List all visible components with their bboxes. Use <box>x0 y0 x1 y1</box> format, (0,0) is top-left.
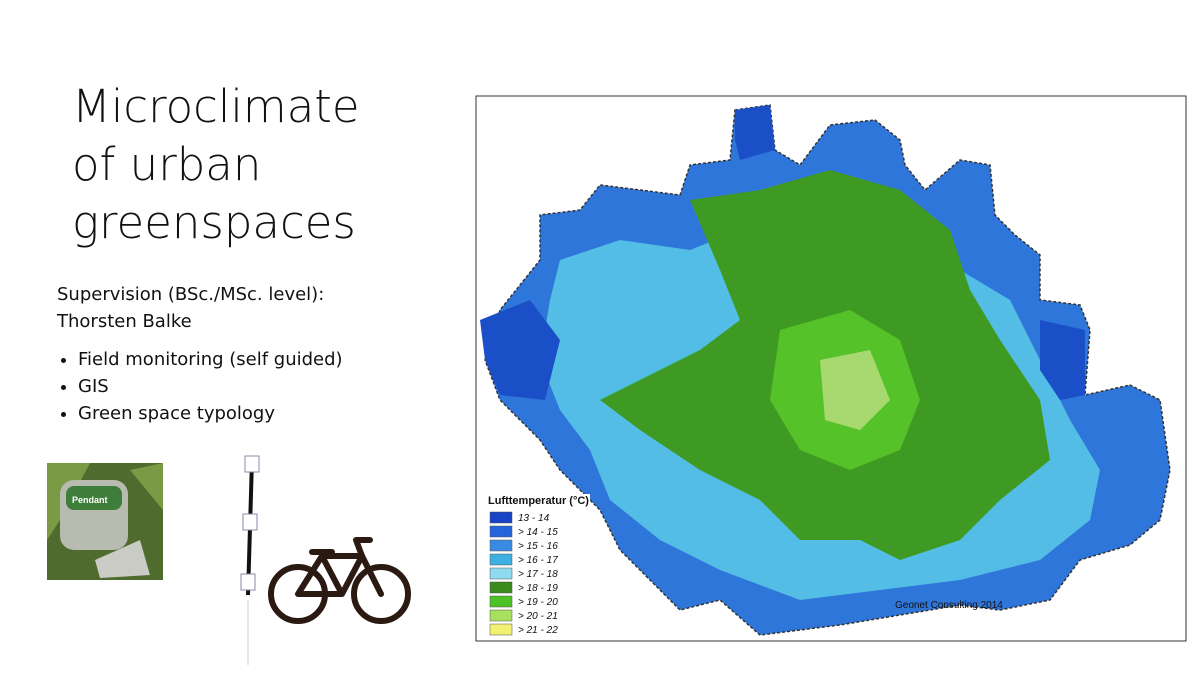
bike-illustration <box>240 455 411 665</box>
legend-label: > 17 - 18 <box>518 569 558 580</box>
legend-swatch <box>489 567 513 580</box>
legend-title: Lufttemperatur (°C) <box>488 495 589 507</box>
legend-swatch <box>489 623 513 636</box>
legend-swatch <box>489 539 513 552</box>
legend-label: > 15 - 16 <box>518 541 558 552</box>
bullet: Green space typology <box>78 400 343 427</box>
legend-label: > 20 - 21 <box>518 611 558 622</box>
map-credit: Geonet Consulting 2014 <box>895 600 1003 611</box>
legend-swatch <box>489 553 513 566</box>
legend-swatch <box>489 581 513 594</box>
legend-label: > 14 - 15 <box>518 527 558 538</box>
title: Microclimate of urban greenspaces <box>72 78 360 252</box>
legend-label: > 18 - 19 <box>518 583 558 594</box>
legend-label: > 19 - 20 <box>518 597 558 608</box>
bullet: GIS <box>78 373 343 400</box>
map <box>480 104 1171 636</box>
svg-text:Pendant: Pendant <box>72 495 108 505</box>
title-line: greenspaces <box>72 196 356 249</box>
legend-label: > 21 - 22 <box>518 625 558 636</box>
legend-swatch <box>489 525 513 538</box>
legend-label: 13 - 14 <box>518 513 550 524</box>
bullet-list: Field monitoring (self guided) GIS Green… <box>28 346 343 427</box>
legend-swatch <box>489 595 513 608</box>
legend: 13 - 14 > 14 - 15 > 15 - 16 > 16 - 17 > 17 -… <box>489 511 558 636</box>
sensor-photo: Pendant <box>47 463 163 580</box>
legend-label: > 16 - 17 <box>518 555 558 566</box>
bullet: Field monitoring (self guided) <box>78 346 343 373</box>
supervision: Supervision (BSc./MSc. level): Thorsten … <box>57 281 324 335</box>
legend-swatch <box>489 511 513 524</box>
supervision-line: Thorsten Balke <box>57 311 192 332</box>
title-line: of urban <box>72 138 262 191</box>
supervision-line: Supervision (BSc./MSc. level): <box>57 284 325 305</box>
legend-swatch <box>489 609 513 622</box>
title-line: Microclimate <box>72 80 360 133</box>
